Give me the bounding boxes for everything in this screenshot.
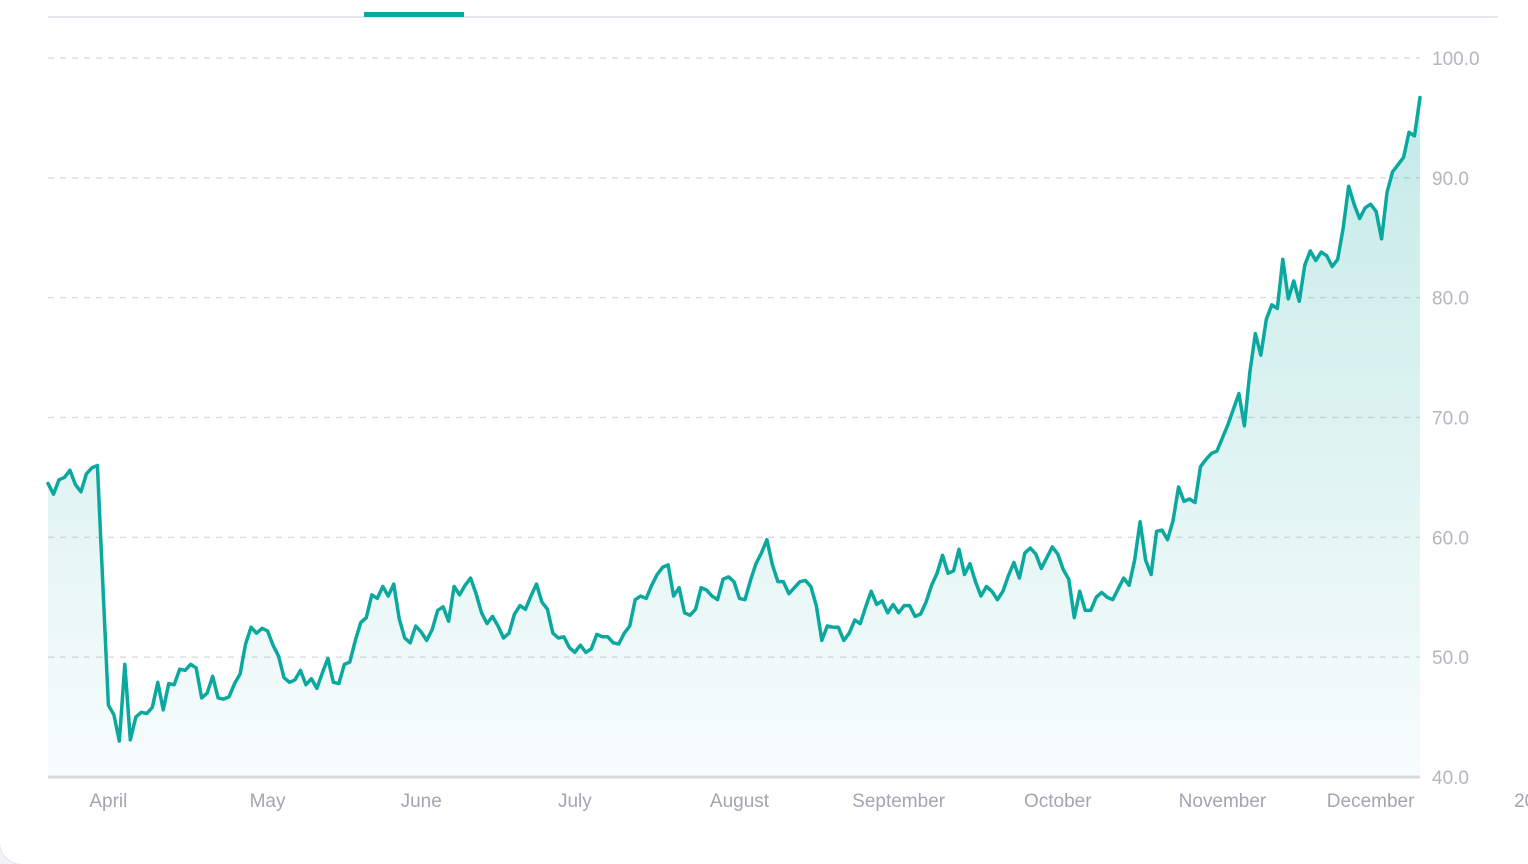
x-tick-label: April — [89, 791, 127, 812]
x-axis-ticks: April May June July August September October No… — [89, 791, 1528, 812]
active-tab-indicator — [364, 12, 464, 17]
y-tick-label: 90.0 — [1432, 169, 1469, 190]
y-tick-label: 50.0 — [1432, 648, 1469, 669]
y-tick-label: 60.0 — [1432, 528, 1469, 549]
y-tick-label: 100.0 — [1432, 49, 1480, 70]
x-tick-label: June — [401, 791, 442, 812]
x-tick-label: July — [558, 791, 592, 812]
x-tick-label: December — [1327, 791, 1415, 812]
area-fill — [48, 97, 1420, 778]
y-tick-label: 40.0 — [1432, 768, 1469, 789]
x-tick-label: May — [250, 791, 286, 812]
x-tick-label: August — [710, 791, 770, 812]
series-layer — [46, 95, 1422, 778]
x-tick-label: September — [852, 791, 946, 812]
x-tick-label: November — [1179, 791, 1267, 812]
x-tick-label: 2026 — [1514, 791, 1528, 812]
y-tick-label: 80.0 — [1432, 289, 1469, 310]
y-tick-label: 70.0 — [1432, 409, 1469, 430]
x-tick-label: October — [1024, 791, 1092, 812]
y-axis-ticks: 40.0 50.0 60.0 70.0 80.0 90.0 100.0 — [1432, 49, 1480, 789]
